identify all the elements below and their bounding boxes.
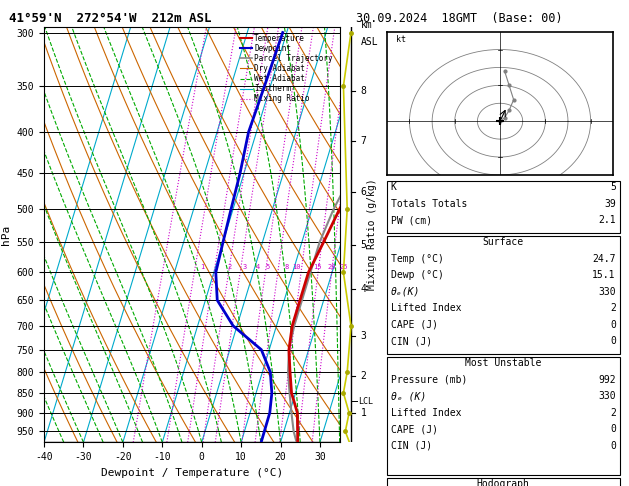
Text: 992: 992 <box>598 375 616 385</box>
Text: 15.1: 15.1 <box>593 270 616 280</box>
Text: ASL: ASL <box>360 37 378 47</box>
Text: 20: 20 <box>328 263 336 270</box>
Text: 3: 3 <box>243 263 247 270</box>
Text: Most Unstable: Most Unstable <box>465 358 542 368</box>
Text: 1: 1 <box>199 263 204 270</box>
Text: 5: 5 <box>360 241 366 250</box>
Text: 30.09.2024  18GMT  (Base: 00): 30.09.2024 18GMT (Base: 00) <box>356 12 562 25</box>
Text: 1: 1 <box>360 408 366 418</box>
Text: CAPE (J): CAPE (J) <box>391 320 438 330</box>
Text: Totals Totals: Totals Totals <box>391 199 467 209</box>
Text: Temp (°C): Temp (°C) <box>391 254 443 264</box>
Text: 6: 6 <box>360 187 366 197</box>
Text: 0: 0 <box>610 320 616 330</box>
Text: 330: 330 <box>598 287 616 297</box>
Text: Pressure (mb): Pressure (mb) <box>391 375 467 385</box>
Text: 2: 2 <box>227 263 231 270</box>
Text: 10: 10 <box>292 263 301 270</box>
Text: 2: 2 <box>610 303 616 313</box>
Text: 2: 2 <box>610 408 616 418</box>
Text: 7: 7 <box>360 136 366 146</box>
Text: 39: 39 <box>604 199 616 209</box>
Text: θₑ (K): θₑ (K) <box>391 391 426 401</box>
Text: Dewp (°C): Dewp (°C) <box>391 270 443 280</box>
Text: 0: 0 <box>610 441 616 451</box>
Text: CIN (J): CIN (J) <box>391 336 431 347</box>
Legend: Temperature, Dewpoint, Parcel Trajectory, Dry Adiabat, Wet Adiabat, Isotherm, Mi: Temperature, Dewpoint, Parcel Trajectory… <box>237 31 336 106</box>
Text: kt: kt <box>396 35 406 44</box>
Text: 8: 8 <box>360 86 366 96</box>
Text: CIN (J): CIN (J) <box>391 441 431 451</box>
Text: 2.1: 2.1 <box>598 215 616 226</box>
Text: Surface: Surface <box>482 237 524 247</box>
Text: 330: 330 <box>598 391 616 401</box>
Text: 15: 15 <box>313 263 321 270</box>
Text: 2: 2 <box>360 371 366 382</box>
Text: θₑ(K): θₑ(K) <box>391 287 420 297</box>
Text: CAPE (J): CAPE (J) <box>391 424 438 434</box>
Text: 5: 5 <box>610 182 616 192</box>
Text: Lifted Index: Lifted Index <box>391 303 461 313</box>
Text: 25: 25 <box>340 263 348 270</box>
X-axis label: Dewpoint / Temperature (°C): Dewpoint / Temperature (°C) <box>101 468 283 478</box>
Text: LCL: LCL <box>359 397 374 405</box>
Text: 0: 0 <box>610 336 616 347</box>
Text: K: K <box>391 182 396 192</box>
Text: km: km <box>360 20 372 30</box>
Text: 4: 4 <box>256 263 260 270</box>
Text: 0: 0 <box>610 424 616 434</box>
Text: PW (cm): PW (cm) <box>391 215 431 226</box>
Text: 8: 8 <box>284 263 289 270</box>
Text: Lifted Index: Lifted Index <box>391 408 461 418</box>
Text: Mixing Ratio (g/kg): Mixing Ratio (g/kg) <box>367 179 377 290</box>
Y-axis label: hPa: hPa <box>1 225 11 244</box>
Text: 41°59'N  272°54'W  212m ASL: 41°59'N 272°54'W 212m ASL <box>9 12 211 25</box>
Text: 4: 4 <box>360 284 366 295</box>
Text: 3: 3 <box>360 330 366 341</box>
Text: 24.7: 24.7 <box>593 254 616 264</box>
Text: 5: 5 <box>265 263 270 270</box>
Text: Hodograph: Hodograph <box>477 479 530 486</box>
